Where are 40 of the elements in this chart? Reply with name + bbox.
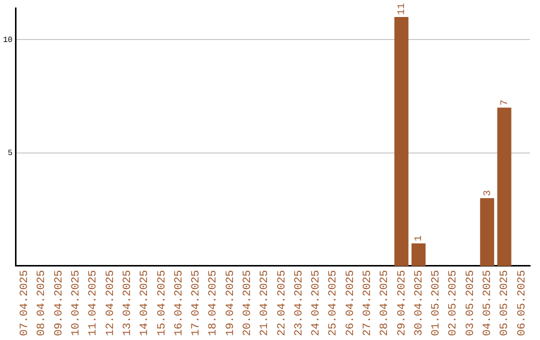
x-tick-label: 07.04.2025 bbox=[19, 270, 32, 336]
x-tick-label: 23.04.2025 bbox=[293, 270, 306, 336]
x-tick-label: 21.04.2025 bbox=[259, 270, 272, 336]
x-tick-label: 08.04.2025 bbox=[36, 270, 48, 336]
x-tick-label: 15.04.2025 bbox=[156, 270, 168, 336]
x-tick-label: 12.04.2025 bbox=[104, 270, 117, 336]
x-tick-label: 30.04.2025 bbox=[413, 270, 426, 336]
x-tick-label: 09.04.2025 bbox=[53, 270, 66, 336]
x-tick-label: 25.04.2025 bbox=[328, 270, 340, 336]
x-tick-label: 22.04.2025 bbox=[276, 270, 288, 336]
x-tick-label: 01.05.2025 bbox=[430, 270, 443, 336]
x-tick-label: 03.05.2025 bbox=[464, 270, 477, 336]
x-tick-label: 13.04.2025 bbox=[122, 270, 134, 336]
bar bbox=[497, 108, 512, 266]
x-tick-label: 17.04.2025 bbox=[190, 270, 203, 336]
data-label: 11 bbox=[397, 3, 408, 16]
x-tick-label: 11.04.2025 bbox=[88, 270, 100, 336]
x-tick-label: 18.04.2025 bbox=[208, 270, 220, 336]
x-tick-label: 26.04.2025 bbox=[344, 270, 357, 336]
x-tick-label: 16.04.2025 bbox=[173, 270, 186, 336]
x-tick-label: 02.05.2025 bbox=[448, 270, 460, 336]
data-label: 1 bbox=[414, 235, 426, 242]
y-tick-label: 10 bbox=[2, 36, 13, 45]
x-tick-label: 10.04.2025 bbox=[70, 270, 83, 336]
data-label: 7 bbox=[500, 100, 511, 106]
y-tick-label: 5 bbox=[8, 148, 13, 158]
x-tick-label: 28.04.2025 bbox=[379, 270, 392, 336]
x-tick-label: 29.04.2025 bbox=[396, 270, 408, 336]
bar bbox=[394, 17, 408, 266]
bar bbox=[412, 243, 426, 266]
x-tick-label: 05.05.2025 bbox=[499, 270, 512, 336]
x-tick-label: 19.04.2025 bbox=[224, 270, 237, 336]
bar bbox=[480, 198, 494, 266]
x-tick-label: 14.04.2025 bbox=[139, 270, 152, 336]
x-tick-label: 27.04.2025 bbox=[362, 270, 374, 336]
x-tick-label: 04.05.2025 bbox=[482, 270, 494, 336]
x-tick-label: 20.04.2025 bbox=[242, 270, 254, 336]
x-tick-label: 24.04.2025 bbox=[310, 270, 323, 336]
x-tick-label: 06.05.2025 bbox=[516, 270, 528, 336]
data-label: 3 bbox=[482, 190, 494, 196]
